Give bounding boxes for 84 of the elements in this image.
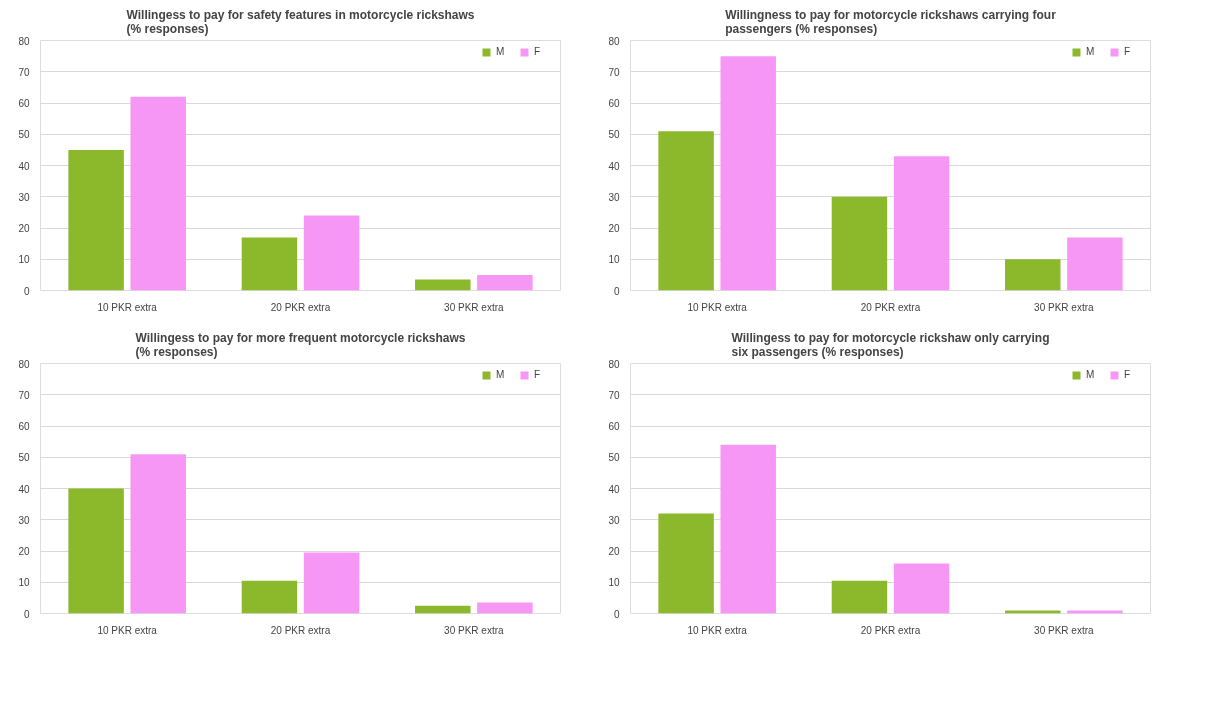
x-tick-label: 10 PKR extra bbox=[687, 301, 748, 313]
y-tick-label: 10 bbox=[18, 577, 30, 589]
bar bbox=[130, 96, 186, 291]
chart-title: Willingess to pay for motorcycle rickshaw only carrying six passengers (% responses) bbox=[731, 330, 1050, 359]
bar bbox=[68, 488, 124, 614]
bar bbox=[477, 274, 533, 291]
y-tick-label: 50 bbox=[18, 129, 30, 141]
y-tick-label: 50 bbox=[18, 452, 30, 464]
x-tick-label: 10 PKR extra bbox=[687, 624, 748, 636]
y-tick-label: 70 bbox=[18, 389, 30, 401]
y-tick-label: 50 bbox=[608, 129, 620, 141]
x-tick-label: 20 PKR extra bbox=[860, 301, 921, 313]
legend-label: M bbox=[496, 369, 506, 380]
y-tick-label: 10 bbox=[18, 254, 30, 266]
x-tick-label: 20 PKR extra bbox=[860, 624, 921, 636]
legend-label: M bbox=[1086, 369, 1096, 380]
bar bbox=[130, 454, 186, 614]
y-tick-label: 30 bbox=[18, 191, 30, 203]
y-tick-label: 70 bbox=[608, 66, 620, 78]
legend-label: M bbox=[1086, 46, 1096, 57]
y-tick-label: 20 bbox=[608, 546, 620, 557]
bar bbox=[241, 237, 298, 291]
x-tick-label: 10 PKR extra bbox=[97, 624, 158, 636]
x-tick-label: 20 PKR extra bbox=[270, 624, 331, 636]
legend-label: F bbox=[534, 46, 542, 57]
y-tick-label: 40 bbox=[608, 483, 620, 495]
legend-label: M bbox=[496, 46, 506, 57]
y-tick-label: 40 bbox=[18, 160, 30, 172]
chart-title: Willingess to pay for safety features in motorcycle rickshaws (% responses) bbox=[126, 7, 475, 36]
y-tick-label: 0 bbox=[23, 285, 30, 297]
chart-title: Willingess to pay for more frequent motorcycle rickshaws (% responses) bbox=[135, 330, 466, 359]
y-tick-label: 0 bbox=[613, 285, 620, 297]
bar bbox=[241, 580, 298, 614]
y-tick-label: 60 bbox=[608, 421, 620, 432]
y-tick-label: 40 bbox=[18, 483, 30, 495]
y-tick-label: 20 bbox=[608, 223, 620, 234]
bar bbox=[658, 131, 714, 291]
bar bbox=[893, 156, 950, 291]
bar bbox=[831, 196, 888, 291]
legend-label: F bbox=[534, 369, 542, 380]
bar bbox=[303, 215, 360, 291]
y-tick-label: 30 bbox=[608, 191, 620, 203]
chart-title: Willingness to pay for motorcycle rickshaws carrying four passengers (% responses) bbox=[725, 7, 1057, 36]
x-tick-label: 30 PKR extra bbox=[444, 301, 505, 313]
y-tick-label: 60 bbox=[608, 98, 620, 109]
bar bbox=[658, 513, 714, 614]
y-tick-label: 0 bbox=[23, 608, 30, 620]
y-tick-label: 10 bbox=[608, 577, 620, 589]
bar bbox=[1067, 237, 1123, 291]
y-tick-label: 60 bbox=[18, 421, 30, 432]
y-tick-label: 80 bbox=[18, 358, 30, 370]
y-tick-label: 80 bbox=[608, 35, 620, 47]
x-tick-label: 20 PKR extra bbox=[270, 301, 331, 313]
bar bbox=[720, 444, 776, 614]
y-tick-label: 30 bbox=[18, 514, 30, 526]
bar bbox=[893, 563, 950, 614]
y-tick-label: 70 bbox=[608, 389, 620, 401]
y-tick-label: 20 bbox=[18, 546, 30, 557]
bar bbox=[303, 552, 360, 614]
bar bbox=[831, 580, 888, 614]
y-tick-label: 0 bbox=[613, 608, 620, 620]
bar bbox=[477, 602, 533, 614]
legend-label: F bbox=[1124, 369, 1132, 380]
bar bbox=[720, 56, 776, 291]
y-tick-label: 40 bbox=[608, 160, 620, 172]
x-tick-label: 10 PKR extra bbox=[97, 301, 158, 313]
bar bbox=[1005, 259, 1061, 291]
y-tick-label: 70 bbox=[18, 66, 30, 78]
bar bbox=[1067, 610, 1123, 614]
bar bbox=[1005, 610, 1061, 614]
bar bbox=[415, 605, 471, 614]
y-tick-label: 20 bbox=[18, 223, 30, 234]
y-tick-label: 60 bbox=[18, 98, 30, 109]
y-tick-label: 80 bbox=[608, 358, 620, 370]
y-tick-label: 10 bbox=[608, 254, 620, 266]
x-tick-label: 30 PKR extra bbox=[1034, 301, 1095, 313]
bar bbox=[68, 149, 124, 291]
x-tick-label: 30 PKR extra bbox=[1034, 624, 1095, 636]
y-tick-label: 50 bbox=[608, 452, 620, 464]
y-tick-label: 80 bbox=[18, 35, 30, 47]
x-tick-label: 30 PKR extra bbox=[444, 624, 505, 636]
legend-label: F bbox=[1124, 46, 1132, 57]
y-tick-label: 30 bbox=[608, 514, 620, 526]
bar bbox=[415, 279, 471, 291]
